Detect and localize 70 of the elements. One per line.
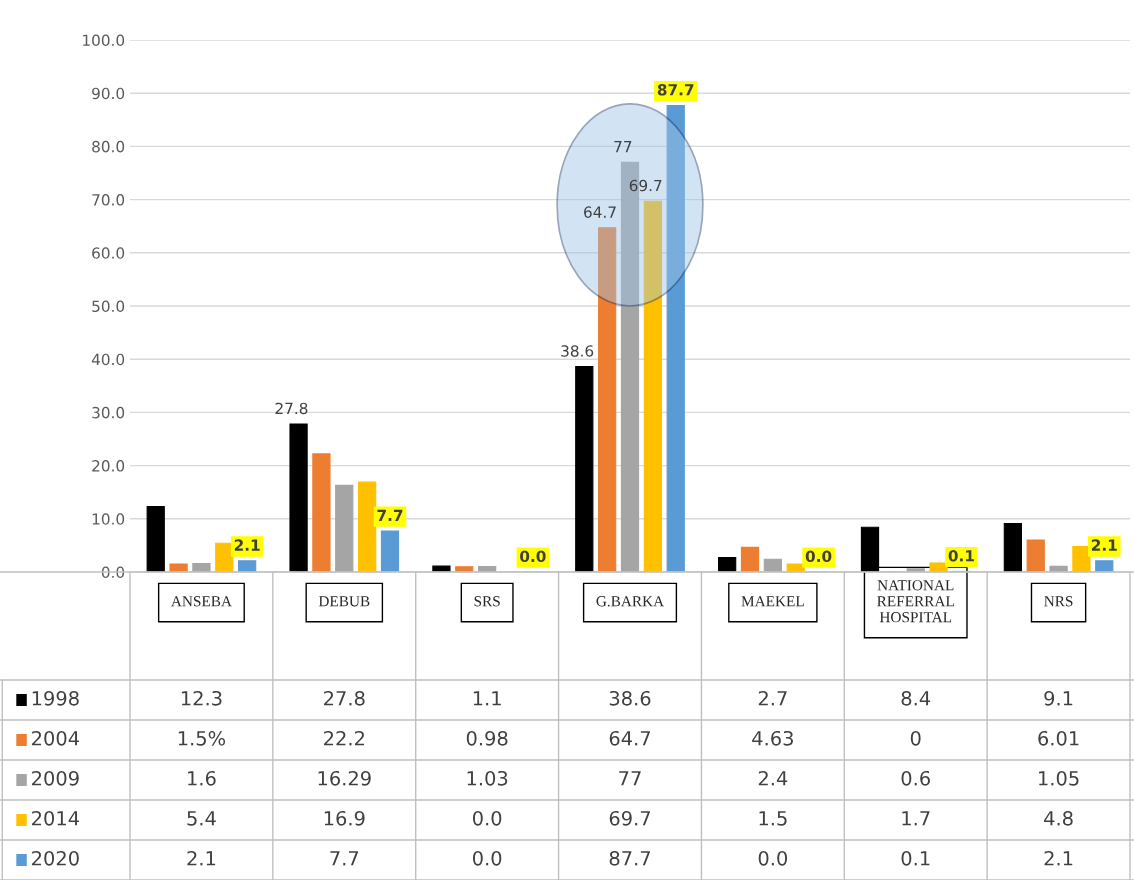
- x-tick-label: DEBUB: [318, 596, 370, 607]
- data-label: 0.98: [466, 730, 508, 746]
- y-tick-label: 0.0: [101, 566, 125, 579]
- data-label: 4.63: [752, 730, 793, 746]
- legend-label: 2014: [32, 810, 80, 826]
- data-label: 16.29: [318, 770, 371, 786]
- x-tick-label: NRS: [1044, 596, 1073, 607]
- data-label: 69.7: [609, 810, 650, 826]
- annotation: 64.7: [584, 206, 616, 218]
- y-tick-label: 70.0: [92, 194, 125, 206]
- data-label: 2.7: [758, 690, 787, 706]
- data-label: 0.0: [472, 810, 502, 826]
- x-tick-label: G.BARKA: [596, 596, 665, 607]
- legend-label: 2004: [32, 730, 80, 746]
- annotation: 87.7: [657, 83, 694, 96]
- y-tick-label: 10.0: [92, 513, 125, 525]
- legend-label: 2009: [32, 770, 79, 786]
- data-label: 1.05: [1039, 770, 1079, 786]
- data-label: 1.1: [473, 691, 501, 706]
- y-tick-label: 100.0: [83, 34, 125, 47]
- data-label: 12.3: [181, 690, 222, 706]
- y-tick-label: 30.0: [92, 406, 125, 419]
- annotation: 27.8: [275, 402, 308, 415]
- annotation: 0.0: [520, 550, 546, 563]
- x-tick-label: MAEKEL: [741, 596, 804, 607]
- y-tick-label: 20.0: [92, 460, 125, 472]
- y-tick-label: 80.0: [92, 140, 125, 153]
- y-tick-label: 60.0: [92, 247, 125, 259]
- data-label: 5.4: [187, 811, 216, 826]
- data-label: 77: [619, 771, 641, 786]
- data-label: 1.5%: [178, 730, 226, 746]
- x-tick-label: NATIONAL REFERRAL HOSPITAL: [877, 580, 954, 623]
- annotation: 0.1: [948, 550, 974, 562]
- y-tick-label: 90.0: [92, 87, 125, 100]
- data-label: 1.03: [467, 770, 508, 786]
- data-label: 6.01: [1038, 730, 1079, 746]
- x-tick-label: SRS: [474, 596, 500, 607]
- data-label: 27.8: [324, 690, 365, 706]
- data-label: 0.6: [901, 770, 930, 786]
- data-label: 1.7: [902, 811, 930, 826]
- data-label: 2.1: [187, 850, 216, 866]
- data-label: 8.4: [901, 690, 931, 706]
- data-label: 0.0: [472, 850, 502, 866]
- y-tick-label: 40.0: [91, 353, 125, 366]
- annotation: 38.6: [561, 345, 594, 357]
- y-tick-label: 50.0: [92, 300, 125, 313]
- annotation: 0.0: [805, 550, 832, 563]
- data-label: 0.0: [758, 850, 788, 866]
- data-label: 16.9: [324, 810, 365, 826]
- data-label: 7.7: [330, 851, 359, 866]
- x-tick-label: ANSEBA: [171, 596, 232, 607]
- data-label: 38.6: [609, 690, 651, 706]
- data-label: 9.1: [1044, 690, 1073, 706]
- data-label: 0: [910, 730, 921, 746]
- legend-label: 1998: [32, 690, 79, 706]
- data-label: 0.1: [901, 850, 930, 866]
- data-label: 22.2: [324, 730, 364, 746]
- annotation: 69.7: [629, 179, 662, 192]
- annotation: 2.1: [234, 539, 260, 551]
- legend-label: 2020: [32, 850, 79, 866]
- data-label: 64.7: [609, 730, 650, 746]
- data-label: 2.1: [1044, 850, 1073, 866]
- annotation: 7.7: [377, 509, 403, 521]
- data-label: 2.4: [758, 770, 788, 786]
- annotation: 77: [614, 141, 632, 153]
- data-label: 87.7: [609, 850, 650, 866]
- data-label: 4.8: [1044, 810, 1073, 826]
- data-label: 1.6: [188, 770, 216, 786]
- annotation: 2.1: [1091, 539, 1117, 551]
- data-label: 1.5: [759, 811, 787, 826]
